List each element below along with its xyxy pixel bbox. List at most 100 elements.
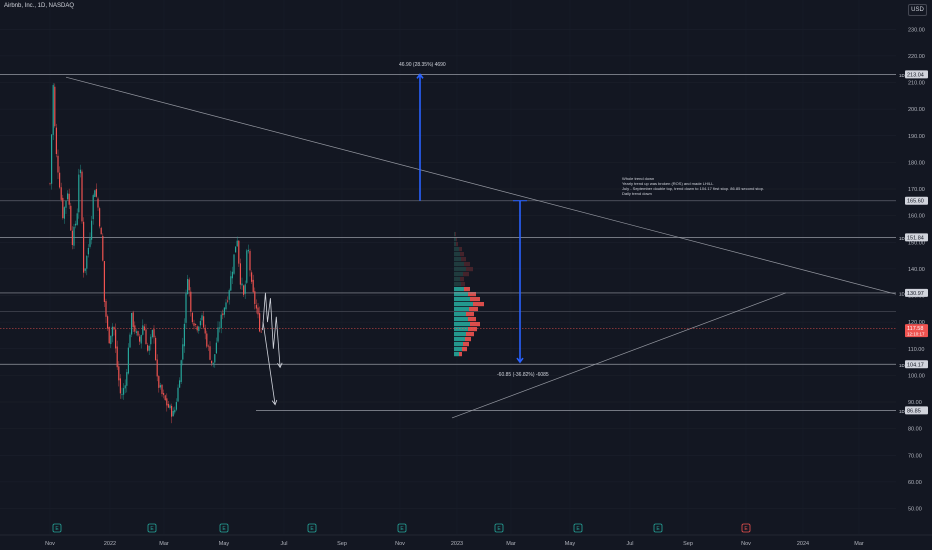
- candle-body: [103, 261, 105, 302]
- level-price-tag: [905, 196, 928, 205]
- candle-body: [219, 327, 221, 329]
- volume-profile-bar-up: [454, 232, 455, 237]
- level-price-tag: [905, 233, 928, 242]
- candle-body: [161, 384, 163, 395]
- measure-up-arrow-head: [416, 73, 424, 79]
- candle-body: [132, 312, 134, 328]
- volume-profile-bar-down: [460, 277, 464, 282]
- candle-body: [134, 325, 136, 332]
- candle-body: [185, 293, 187, 323]
- level-interval-tag: 1D: [899, 363, 906, 368]
- candle-body: [84, 268, 86, 271]
- ascending-trendline: [451, 292, 787, 419]
- volume-profile-bar-up: [454, 322, 470, 327]
- trend-notes: Whole trend down Yearly trend up was bro…: [622, 176, 764, 196]
- candle-body: [139, 336, 141, 342]
- volume-profile-bar-down: [468, 327, 477, 332]
- volume-profile-bar-up: [454, 267, 466, 272]
- volume-profile-bar-down: [459, 247, 462, 252]
- candle-body: [164, 395, 166, 401]
- volume-profile-bar-down: [465, 337, 471, 342]
- candle-body: [78, 174, 80, 213]
- candle-body: [121, 394, 123, 396]
- level-interval-tag: 1D: [899, 409, 906, 414]
- volume-profile-bar-down: [468, 317, 476, 322]
- measure-down-label: -60.85 (-36.82%) -6085: [497, 372, 549, 378]
- candle-body: [247, 249, 249, 252]
- candle-body: [195, 324, 197, 325]
- level-price-label: 104.17: [907, 362, 924, 368]
- y-tick-label: 80.00: [908, 427, 922, 433]
- candle-body: [222, 313, 224, 316]
- candle-body: [230, 276, 232, 291]
- y-tick-label: 90.00: [908, 400, 922, 406]
- candle-body: [174, 409, 176, 413]
- volume-profile-bar-down: [461, 257, 466, 262]
- y-tick-label: 150.00: [908, 240, 925, 246]
- candle-body: [172, 410, 174, 417]
- candle-body: [81, 171, 83, 222]
- current-price-label: 117.58: [907, 326, 923, 332]
- volume-profile-bar-down: [456, 242, 458, 247]
- candle-body: [201, 315, 203, 321]
- candle-body: [190, 291, 192, 312]
- candle-body: [187, 279, 189, 295]
- candle-body: [220, 314, 222, 328]
- candle-body: [163, 393, 165, 395]
- measure-down-arrow-head: [516, 357, 524, 364]
- candle-body: [196, 326, 198, 331]
- y-tick-label: 70.00: [908, 453, 922, 459]
- volume-profile-bar-down: [469, 307, 478, 312]
- candle-body: [188, 279, 190, 291]
- currency-button[interactable]: USD: [908, 4, 927, 16]
- earnings-marker-label: E: [150, 526, 154, 532]
- candle-body: [111, 326, 113, 337]
- candle-body: [131, 312, 133, 335]
- y-tick-label: 60.00: [908, 480, 922, 486]
- earnings-marker-label: E: [497, 526, 501, 532]
- candle-body: [150, 336, 152, 345]
- candle-body: [118, 366, 120, 381]
- candle-body: [191, 312, 193, 323]
- candle-body: [75, 223, 77, 226]
- candle-body: [76, 213, 78, 225]
- candle-body: [171, 405, 173, 417]
- candle-body: [65, 200, 67, 208]
- candle-body: [142, 325, 144, 335]
- x-tick-label: May: [565, 541, 576, 547]
- level-price-tag: [905, 288, 928, 297]
- candle-body: [251, 272, 253, 282]
- volume-profile-bar-down: [460, 252, 464, 257]
- x-tick-label: 2022: [104, 541, 116, 547]
- volume-profile-bar-up: [454, 312, 466, 317]
- candle-body: [257, 307, 259, 315]
- candle-body: [207, 345, 209, 347]
- candle-body: [235, 246, 237, 253]
- candle-body: [97, 198, 99, 208]
- x-tick-label: Sep: [683, 541, 693, 547]
- volume-profile-bar-up: [454, 332, 466, 337]
- volume-profile-bar-down: [455, 232, 456, 237]
- candle-body: [126, 372, 128, 386]
- candle-body: [87, 248, 89, 255]
- candle-body: [252, 279, 254, 293]
- volume-profile-bar-up: [454, 287, 464, 292]
- candle-body: [91, 220, 93, 240]
- volume-profile-bar-up: [454, 277, 460, 282]
- y-tick-label: 50.00: [908, 507, 922, 513]
- candle-body: [183, 323, 185, 347]
- candle-body: [204, 327, 206, 334]
- level-price-label: 130.97: [907, 291, 924, 297]
- candle-body: [179, 380, 181, 388]
- symbol-title: Airbnb, Inc., 1D, NASDAQ: [4, 3, 75, 9]
- earnings-marker: [219, 523, 229, 533]
- candle-body: [86, 255, 88, 269]
- volume-profile-bar-up: [454, 337, 465, 342]
- candle-body: [209, 346, 211, 360]
- candle-body: [175, 402, 177, 410]
- level-interval-tag: 1D: [899, 291, 906, 296]
- candle-body: [83, 221, 85, 273]
- y-tick-label: 190.00: [908, 134, 925, 140]
- volume-profile-bar-up: [454, 272, 463, 277]
